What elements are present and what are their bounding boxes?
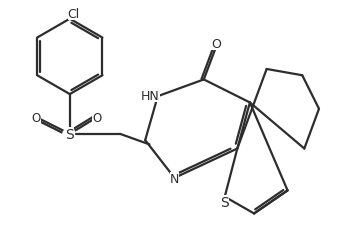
Text: S: S [220, 195, 229, 209]
Text: S: S [65, 127, 74, 141]
Text: N: N [170, 173, 179, 185]
Text: HN: HN [141, 89, 159, 103]
Text: O: O [32, 111, 41, 124]
Text: O: O [92, 111, 102, 124]
Text: O: O [211, 38, 221, 51]
Text: Cl: Cl [68, 8, 80, 21]
